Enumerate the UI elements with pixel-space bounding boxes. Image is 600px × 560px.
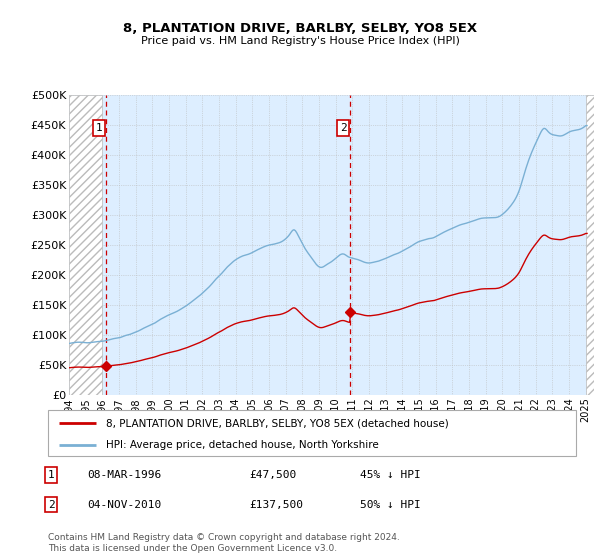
Text: £47,500: £47,500 — [249, 470, 296, 480]
Text: 2: 2 — [47, 500, 55, 510]
Text: 45% ↓ HPI: 45% ↓ HPI — [360, 470, 421, 480]
Text: £137,500: £137,500 — [249, 500, 303, 510]
Text: 04-NOV-2010: 04-NOV-2010 — [87, 500, 161, 510]
Bar — [586, 95, 600, 395]
Text: 50% ↓ HPI: 50% ↓ HPI — [360, 500, 421, 510]
FancyBboxPatch shape — [48, 410, 576, 456]
Text: 1: 1 — [47, 470, 55, 480]
Text: HPI: Average price, detached house, North Yorkshire: HPI: Average price, detached house, Nort… — [106, 440, 379, 450]
Text: 1: 1 — [95, 123, 102, 133]
Text: 8, PLANTATION DRIVE, BARLBY, SELBY, YO8 5EX: 8, PLANTATION DRIVE, BARLBY, SELBY, YO8 … — [123, 22, 477, 35]
Text: Price paid vs. HM Land Registry's House Price Index (HPI): Price paid vs. HM Land Registry's House … — [140, 36, 460, 46]
Text: 8, PLANTATION DRIVE, BARLBY, SELBY, YO8 5EX (detached house): 8, PLANTATION DRIVE, BARLBY, SELBY, YO8 … — [106, 418, 449, 428]
Text: 08-MAR-1996: 08-MAR-1996 — [87, 470, 161, 480]
Text: Contains HM Land Registry data © Crown copyright and database right 2024.
This d: Contains HM Land Registry data © Crown c… — [48, 533, 400, 553]
Bar — [69, 95, 103, 395]
Text: 2: 2 — [340, 123, 346, 133]
